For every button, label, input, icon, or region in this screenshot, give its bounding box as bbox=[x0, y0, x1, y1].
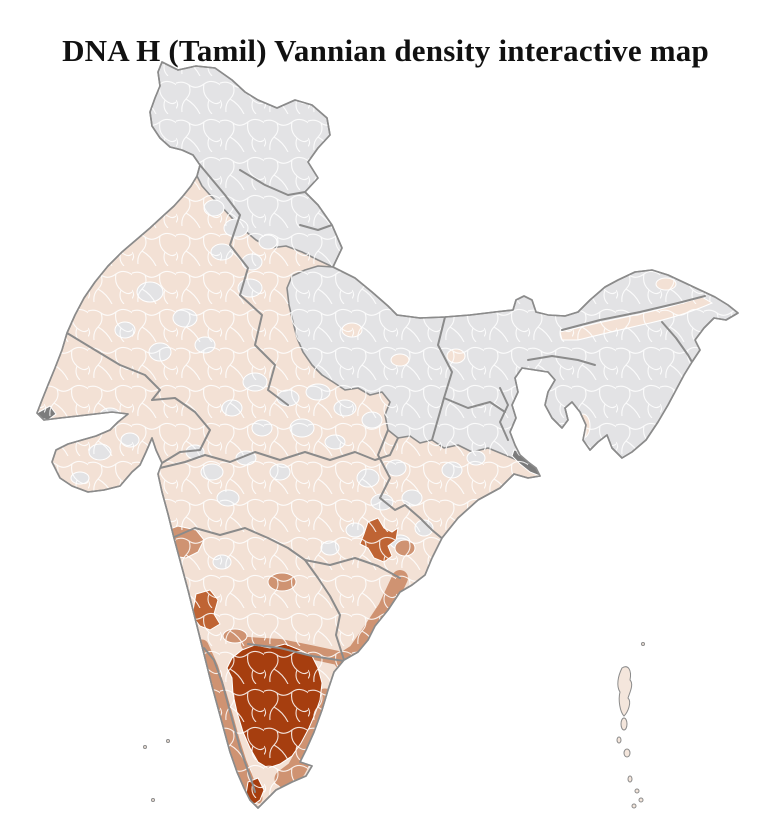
region-mumbai-city[interactable] bbox=[145, 527, 153, 538]
region-lakshadweep-islands[interactable] bbox=[143, 739, 170, 802]
region-andaman-nicobar-islands[interactable] bbox=[616, 642, 645, 809]
page-title: DNA H (Tamil) Vannian density interactiv… bbox=[62, 32, 709, 68]
state-boundaries bbox=[66, 164, 706, 793]
district-boundary-mesh bbox=[37, 62, 738, 808]
